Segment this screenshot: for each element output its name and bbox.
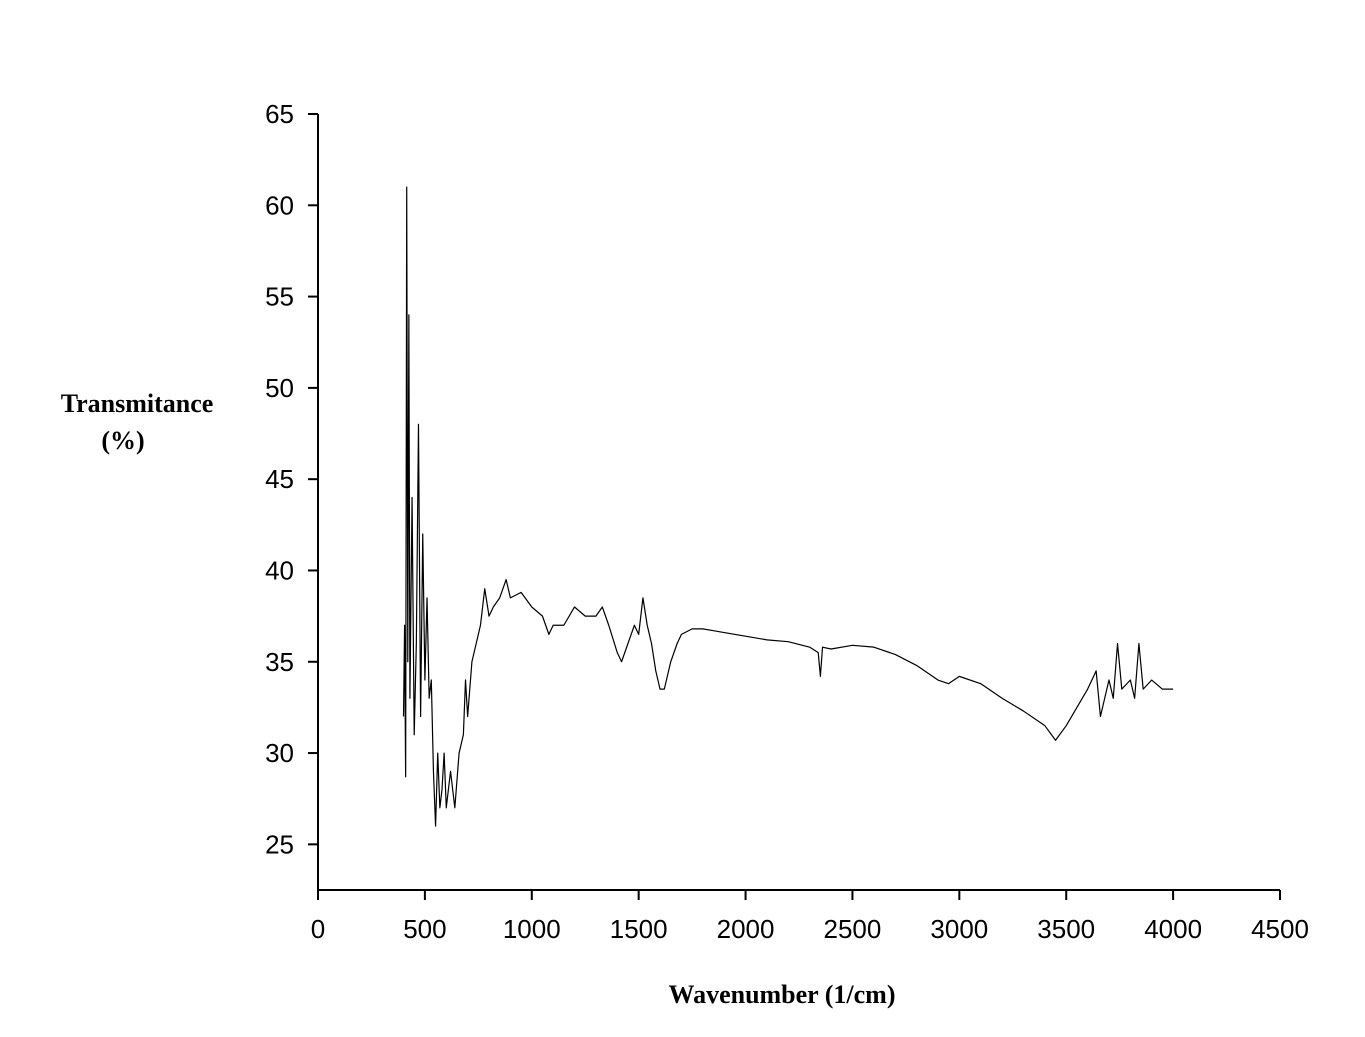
x-tick-label: 0 — [311, 914, 325, 944]
y-tick-label: 55 — [265, 282, 294, 312]
y-tick-label: 60 — [265, 190, 294, 220]
y-tick-label: 35 — [265, 647, 294, 677]
x-tick-label: 2500 — [824, 914, 882, 944]
y-tick-label: 65 — [265, 99, 294, 129]
y-tick-label: 25 — [265, 829, 294, 859]
y-tick-label: 50 — [265, 373, 294, 403]
x-tick-label: 2000 — [717, 914, 775, 944]
x-tick-label: 4000 — [1144, 914, 1202, 944]
y-axis-label: Transmitance — [61, 389, 214, 418]
x-axis-label: Wavenumber (1/cm) — [669, 980, 896, 1009]
x-tick-label: 1500 — [610, 914, 668, 944]
y-tick-label: 45 — [265, 464, 294, 494]
spectrum-line — [402, 186, 1174, 827]
x-tick-label: 4500 — [1251, 914, 1309, 944]
x-tick-label: 500 — [403, 914, 446, 944]
x-tick-label: 3000 — [930, 914, 988, 944]
x-tick-label: 3500 — [1037, 914, 1095, 944]
y-axis-label: (%) — [101, 426, 144, 455]
x-tick-label: 1000 — [503, 914, 561, 944]
y-tick-label: 30 — [265, 738, 294, 768]
y-tick-label: 40 — [265, 555, 294, 585]
